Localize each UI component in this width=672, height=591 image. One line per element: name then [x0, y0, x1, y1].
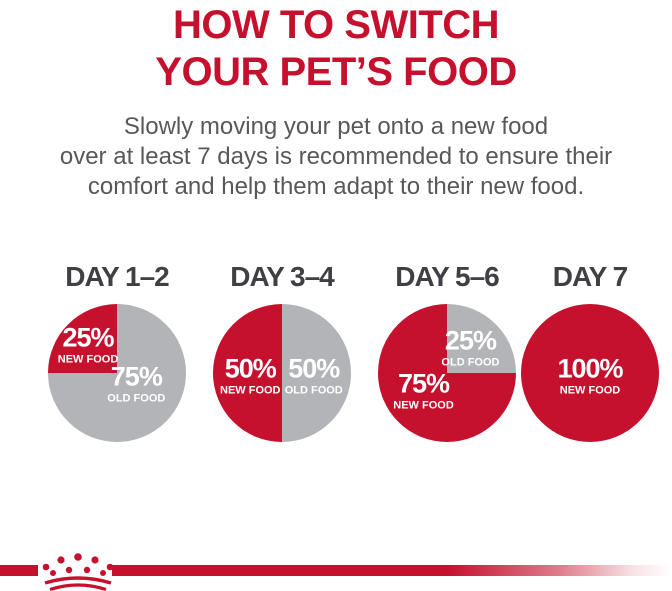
- page-title: HOW TO SWITCH YOUR PET’S FOOD: [0, 2, 672, 96]
- slice-percentage: 75%: [110, 361, 163, 392]
- crown-svg: [42, 553, 114, 591]
- subtitle-line-3: comfort and help them adapt to their new…: [87, 173, 585, 200]
- royal-canin-crown-icon: [40, 545, 116, 591]
- slice-label-new-food: 75% NEW FOOD: [393, 370, 454, 411]
- slice-percentage: 25%: [62, 322, 114, 353]
- footer-ribbon-left: [0, 565, 38, 576]
- pie-chart: 25% OLD FOOD 75% NEW FOOD: [378, 304, 516, 442]
- slice-label-new-food: 50% NEW FOOD: [220, 355, 281, 396]
- day-chart-title: DAY 5–6: [395, 261, 500, 292]
- slice-name: OLD FOOD: [284, 384, 343, 397]
- slice-percentage: 50%: [288, 353, 340, 384]
- slice-percentage: 25%: [444, 325, 497, 356]
- slice-percentage: 50%: [224, 353, 277, 384]
- slice-label-old-food: 25% OLD FOOD: [441, 325, 500, 369]
- day-chart-1: DAY 1–2 25% NEW FOOD 75% OLD FOOD: [37, 262, 197, 442]
- page-title-line-1: HOW TO SWITCH: [172, 3, 500, 47]
- slice-name: NEW FOOD: [393, 399, 454, 412]
- slice-name: NEW FOOD: [220, 384, 281, 397]
- subtitle-line-2: over at least 7 days is recommended to e…: [59, 143, 613, 170]
- pie-chart: 25% NEW FOOD 75% OLD FOOD: [48, 304, 186, 442]
- slice-name: NEW FOOD: [57, 353, 119, 366]
- day-chart-2: DAY 3–4 50% NEW FOOD 50% OLD FOOD: [202, 262, 362, 442]
- day-chart-title: DAY 3–4: [230, 261, 335, 292]
- pie-chart: 50% NEW FOOD 50% OLD FOOD: [213, 304, 351, 442]
- pie-chart: 100% NEW FOOD: [521, 304, 659, 442]
- slice-label-new-food: 25% NEW FOOD: [57, 322, 119, 366]
- slice-label-old-food: 50% OLD FOOD: [285, 355, 343, 396]
- slice-percentage: 100%: [557, 353, 623, 384]
- day-chart-3: DAY 5–6 25% OLD FOOD 75% NEW FOOD: [367, 262, 527, 442]
- day-chart-title: DAY 7: [552, 261, 628, 292]
- day-chart-4: DAY 7 100% NEW FOOD: [510, 262, 670, 442]
- slice-label-new-food: 100% NEW FOOD: [557, 353, 623, 397]
- slice-name: OLD FOOD: [107, 392, 166, 405]
- page-subtitle: Slowly moving your pet onto a new food o…: [0, 112, 672, 202]
- page-title-line-2: YOUR PET’S FOOD: [155, 50, 517, 94]
- slice-percentage: 75%: [398, 368, 450, 399]
- footer-ribbon-right: [112, 565, 672, 576]
- subtitle-line-1: Slowly moving your pet onto a new food: [123, 113, 549, 140]
- slice-name: NEW FOOD: [559, 384, 621, 397]
- slice-label-old-food: 75% OLD FOOD: [107, 361, 166, 405]
- day-chart-title: DAY 1–2: [65, 261, 170, 292]
- slice-name: OLD FOOD: [441, 356, 500, 369]
